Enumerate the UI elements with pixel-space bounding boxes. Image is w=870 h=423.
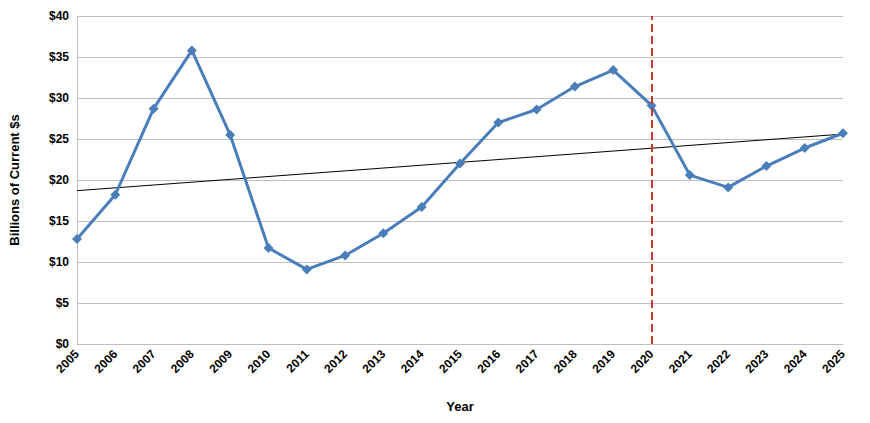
svg-text:2015: 2015 xyxy=(436,347,465,376)
svg-text:$10: $10 xyxy=(49,255,69,269)
svg-text:$15: $15 xyxy=(49,214,69,228)
svg-text:$25: $25 xyxy=(49,132,69,146)
svg-text:$30: $30 xyxy=(49,91,69,105)
svg-text:2006: 2006 xyxy=(91,347,120,376)
svg-text:2008: 2008 xyxy=(168,347,197,376)
svg-text:$5: $5 xyxy=(56,296,70,310)
svg-text:$0: $0 xyxy=(56,337,70,351)
svg-text:$40: $40 xyxy=(49,9,69,23)
svg-text:2011: 2011 xyxy=(283,347,312,376)
svg-text:Year: Year xyxy=(446,399,473,414)
svg-text:2016: 2016 xyxy=(474,347,503,376)
svg-text:2024: 2024 xyxy=(781,347,810,376)
svg-text:2022: 2022 xyxy=(704,347,733,376)
svg-text:2023: 2023 xyxy=(743,347,772,376)
svg-text:Billions of Current $s: Billions of Current $s xyxy=(7,114,22,245)
svg-text:$35: $35 xyxy=(49,50,69,64)
svg-text:2014: 2014 xyxy=(398,347,427,376)
svg-text:$20: $20 xyxy=(49,173,69,187)
svg-text:2007: 2007 xyxy=(130,347,159,376)
svg-text:2025: 2025 xyxy=(819,347,848,376)
svg-text:2005: 2005 xyxy=(53,347,82,376)
svg-text:2021: 2021 xyxy=(666,347,695,376)
svg-text:2009: 2009 xyxy=(206,347,235,376)
svg-text:2012: 2012 xyxy=(321,347,350,376)
svg-text:2017: 2017 xyxy=(513,347,542,376)
svg-text:2013: 2013 xyxy=(360,347,389,376)
svg-text:2010: 2010 xyxy=(245,347,274,376)
svg-text:2019: 2019 xyxy=(589,347,618,376)
svg-text:2018: 2018 xyxy=(551,347,580,376)
svg-text:2020: 2020 xyxy=(628,347,657,376)
